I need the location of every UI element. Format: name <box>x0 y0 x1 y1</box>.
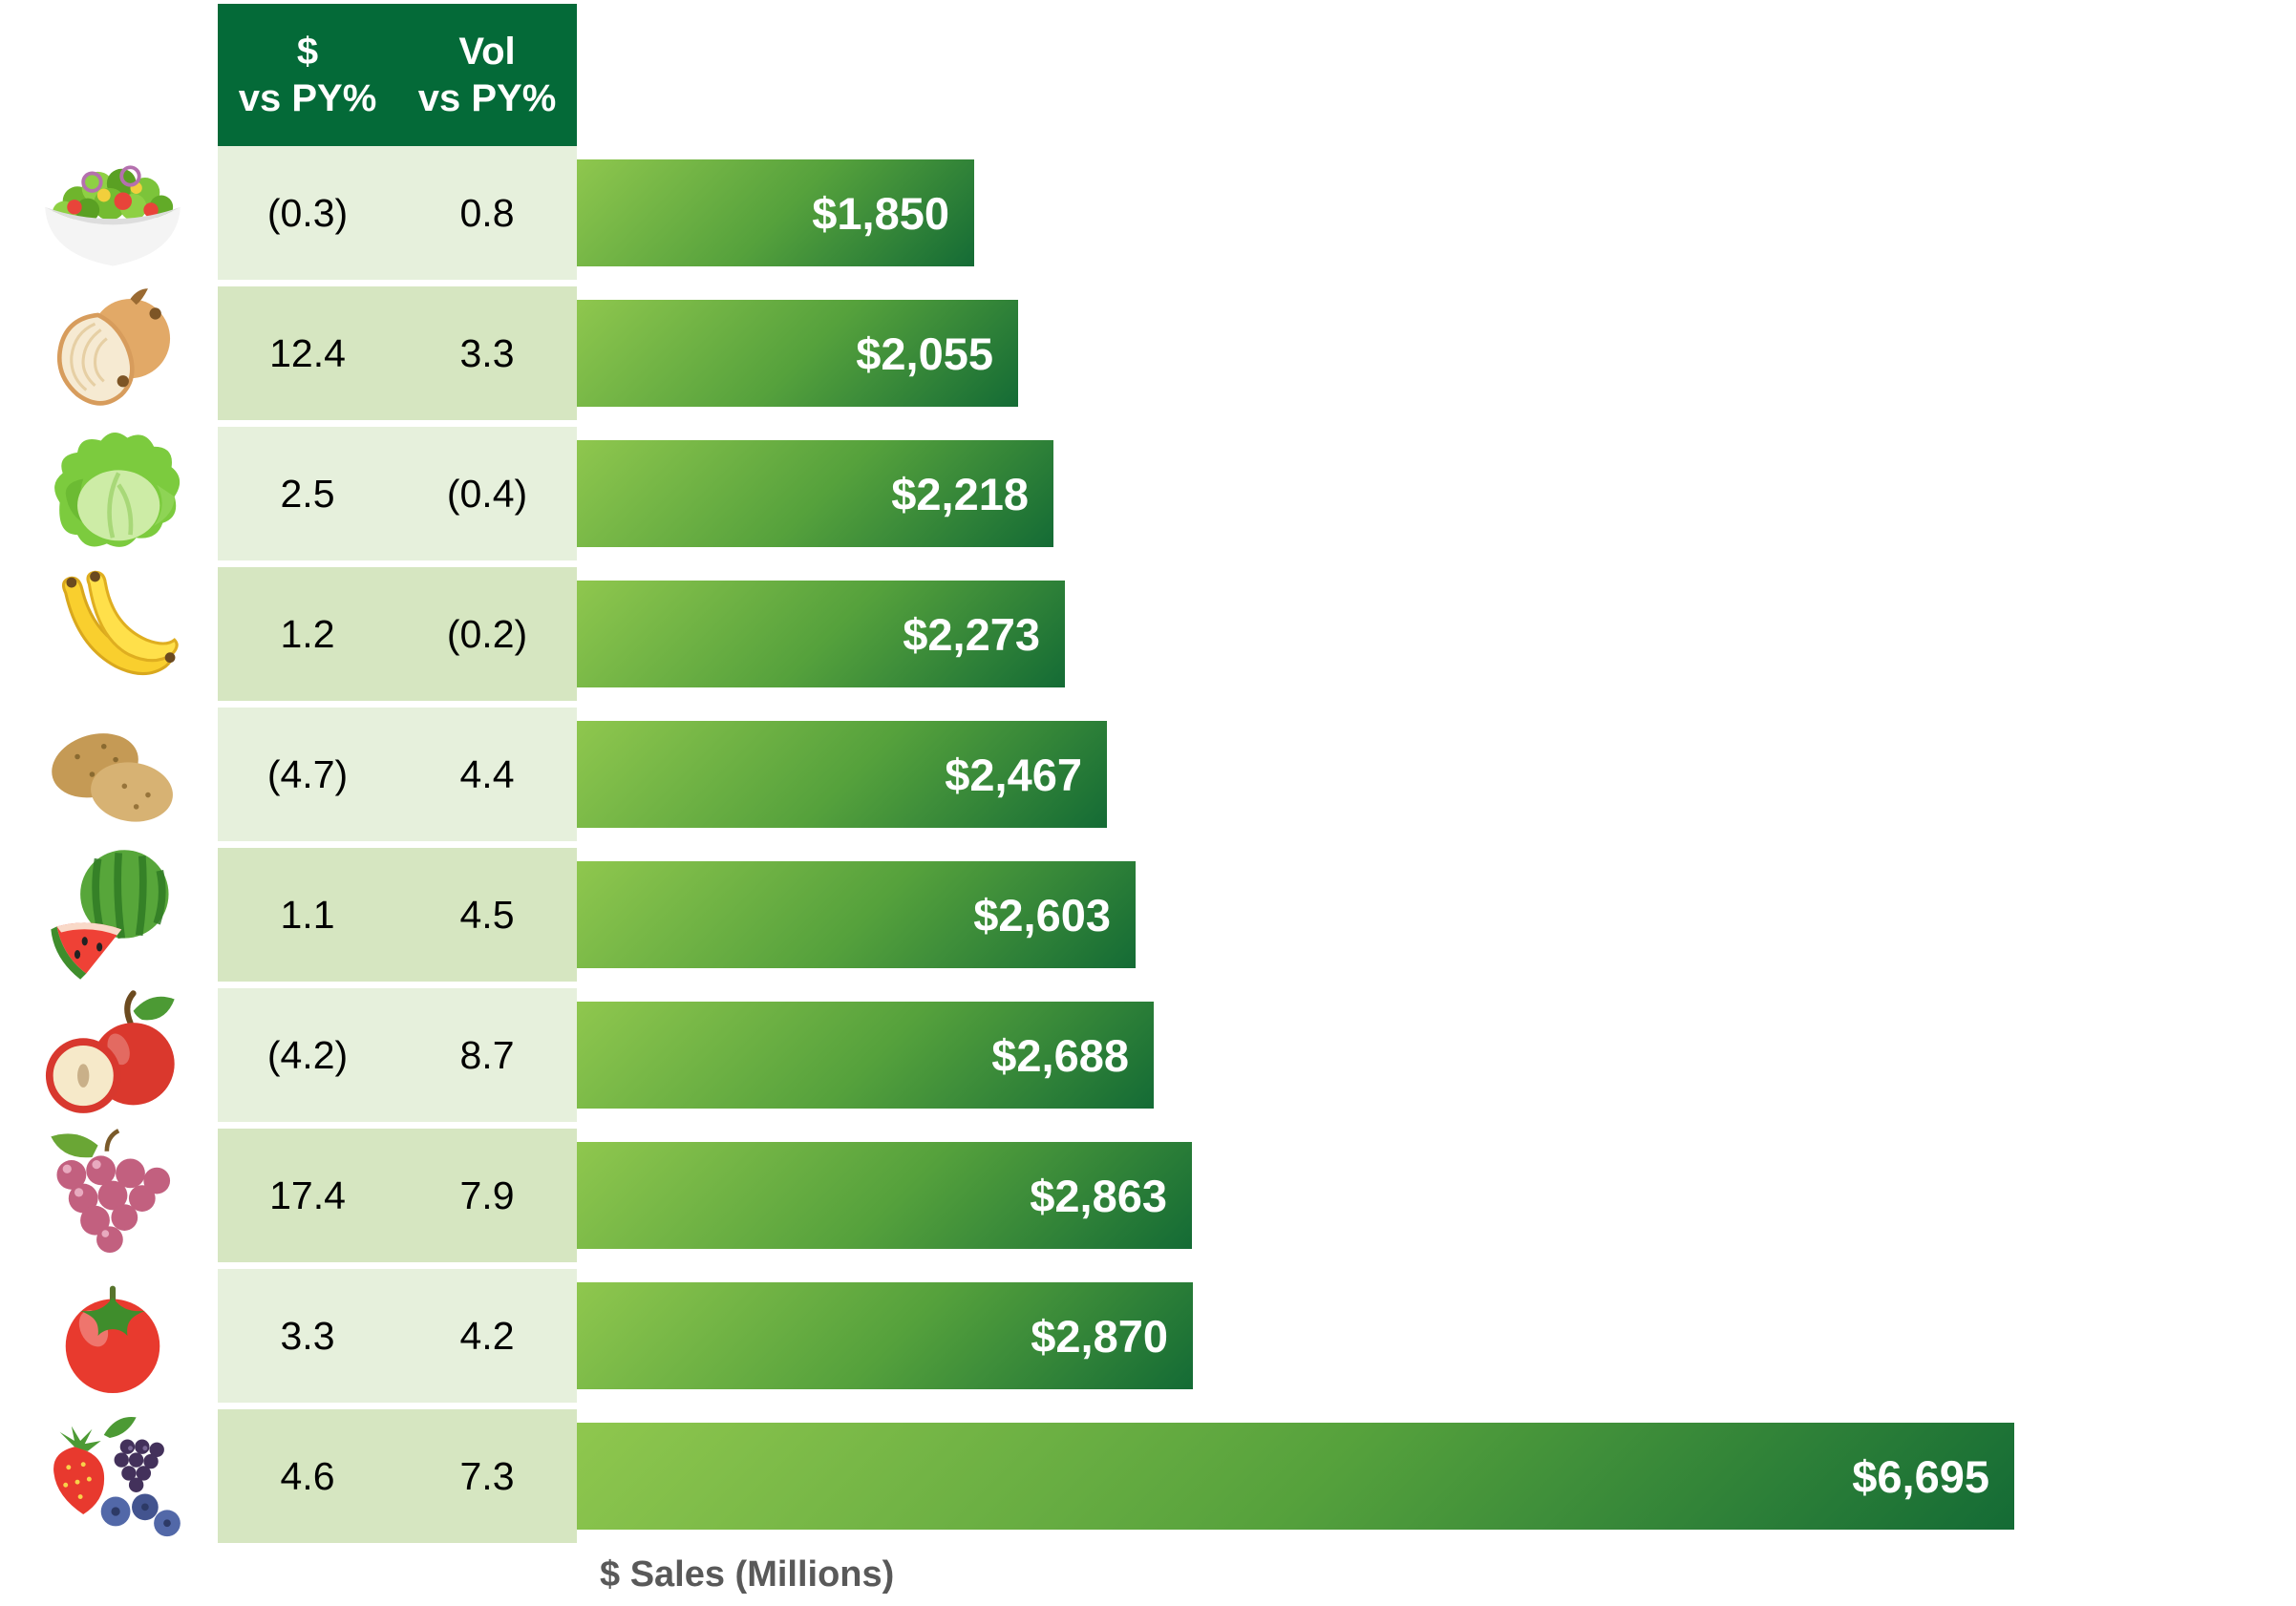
dollar-vs-py-header-line2: vs PY% <box>238 76 377 119</box>
grapes-icon <box>17 1122 208 1269</box>
dollar-vs-py-header-line1: $ <box>296 30 319 73</box>
dollar-vs-py-value: 1.2 <box>280 611 335 656</box>
vol-vs-py-value: 4.5 <box>459 892 515 937</box>
berries-icon <box>17 1403 208 1550</box>
sales-bar-salad: $1,850 <box>577 159 974 266</box>
bananas-icon <box>17 560 208 708</box>
watermelon-icon <box>17 841 208 988</box>
dollar-vs-py-value: 4.6 <box>280 1453 335 1498</box>
dollar-vs-py-value: (4.2) <box>266 1032 349 1077</box>
sales-bar-onions: $2,055 <box>577 300 1018 407</box>
sales-bar-watermelon: $2,603 <box>577 861 1136 968</box>
vol-vs-py-value: 3.3 <box>459 330 515 375</box>
dollar-vs-py-value: (4.7) <box>266 751 349 796</box>
vol-vs-py-header-line1: Vol <box>458 30 516 73</box>
dollar-vs-py-value: 12.4 <box>269 330 346 375</box>
vol-vs-py-value: (0.4) <box>446 471 528 516</box>
py-comparison-cell: (0.3) 0.8 <box>218 146 577 280</box>
produce-rows: (0.3) 0.8 $1,850 12.4 3.3 $2,055 2.5 (0.4) $2,… <box>0 146 2296 1550</box>
py-comparison-cell: 3.3 4.2 <box>218 1269 577 1403</box>
potatoes-icon <box>17 701 208 848</box>
py-comparison-cell: 12.4 3.3 <box>218 286 577 420</box>
sales-bar-berries: $6,695 <box>577 1423 2014 1530</box>
table-header: $ vs PY% Vol vs PY% <box>218 4 577 146</box>
vol-vs-py-value: 7.9 <box>459 1173 515 1217</box>
sales-bar-bananas: $2,273 <box>577 581 1065 687</box>
py-comparison-cell: (4.7) 4.4 <box>218 708 577 841</box>
dollar-vs-py-value: 2.5 <box>280 471 335 516</box>
py-comparison-cell: 1.2 (0.2) <box>218 567 577 701</box>
vol-vs-py-value: (0.2) <box>446 611 528 656</box>
sales-bar-lettuce: $2,218 <box>577 440 1053 547</box>
dollar-vs-py-value: 17.4 <box>269 1173 346 1217</box>
lettuce-icon <box>17 420 208 567</box>
py-comparison-cell: (4.2) 8.7 <box>218 988 577 1122</box>
sales-bar-tomatoes: $2,870 <box>577 1282 1193 1389</box>
vol-vs-py-header-line2: vs PY% <box>417 76 557 119</box>
py-comparison-cell: 1.1 4.5 <box>218 848 577 982</box>
py-comparison-cell: 2.5 (0.4) <box>218 427 577 560</box>
dollar-vs-py-column-header: $ vs PY% <box>218 4 397 146</box>
vol-vs-py-value: 0.8 <box>459 190 515 235</box>
dollar-vs-py-value: 3.3 <box>280 1313 335 1358</box>
apple-icon <box>17 982 208 1129</box>
produce-row-onions: 12.4 3.3 $2,055 <box>0 286 2296 420</box>
sales-value-label: $6,695 <box>1852 1450 1989 1502</box>
produce-row-tomatoes: 3.3 4.2 $2,870 <box>0 1269 2296 1403</box>
dollar-vs-py-value: (0.3) <box>266 190 349 235</box>
vol-vs-py-value: 4.2 <box>459 1313 515 1358</box>
produce-row-apples: (4.2) 8.7 $2,688 <box>0 988 2296 1122</box>
onion-icon <box>17 280 208 427</box>
produce-row-potatoes: (4.7) 4.4 $2,467 <box>0 708 2296 841</box>
produce-row-bananas: 1.2 (0.2) $2,273 <box>0 567 2296 701</box>
sales-value-label: $2,603 <box>973 889 1111 940</box>
sales-value-label: $2,863 <box>1030 1170 1167 1221</box>
sales-bar-potatoes: $2,467 <box>577 721 1107 828</box>
py-comparison-cell: 17.4 7.9 <box>218 1129 577 1262</box>
x-axis-title: $ Sales (Millions) <box>600 1554 895 1595</box>
sales-value-label: $2,688 <box>991 1029 1129 1081</box>
sales-value-label: $2,467 <box>945 749 1082 800</box>
sales-bar-apples: $2,688 <box>577 1002 1154 1109</box>
vol-vs-py-value: 7.3 <box>459 1453 515 1498</box>
produce-row-salad: (0.3) 0.8 $1,850 <box>0 146 2296 280</box>
dollar-vs-py-value: 1.1 <box>280 892 335 937</box>
produce-row-watermelon: 1.1 4.5 $2,603 <box>0 848 2296 982</box>
sales-value-label: $2,870 <box>1031 1310 1168 1362</box>
sales-value-label: $2,273 <box>903 608 1040 660</box>
tomato-icon <box>17 1262 208 1409</box>
sales-value-label: $1,850 <box>812 187 949 239</box>
vol-vs-py-column-header: Vol vs PY% <box>397 4 577 146</box>
produce-row-lettuce: 2.5 (0.4) $2,218 <box>0 427 2296 560</box>
py-comparison-cell: 4.6 7.3 <box>218 1409 577 1543</box>
produce-row-berries: 4.6 7.3 $6,695 <box>0 1409 2296 1543</box>
sales-value-label: $2,218 <box>891 468 1029 519</box>
salad-icon <box>17 139 208 286</box>
vol-vs-py-value: 8.7 <box>459 1032 515 1077</box>
vol-vs-py-value: 4.4 <box>459 751 515 796</box>
sales-bar-grapes: $2,863 <box>577 1142 1192 1249</box>
produce-row-grapes: 17.4 7.9 $2,863 <box>0 1129 2296 1262</box>
sales-value-label: $2,055 <box>856 328 993 379</box>
